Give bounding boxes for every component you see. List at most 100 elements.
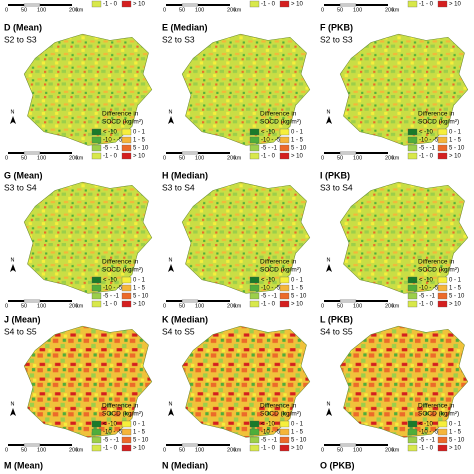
panel-subtitle: S2 to S3	[320, 34, 353, 44]
scale-tick: 200	[227, 7, 236, 13]
legend-swatch	[279, 444, 290, 452]
legend-label: -5 - -1	[261, 294, 278, 300]
legend-label: -10 - -5	[261, 138, 281, 144]
legend-label: 0 - 1	[133, 422, 146, 428]
north-arrow	[10, 408, 16, 416]
legend-swatch	[249, 284, 260, 292]
scale-bar	[40, 444, 72, 446]
legend-swatch	[407, 292, 418, 300]
north-arrow	[168, 264, 174, 272]
legend-swatch	[407, 152, 418, 160]
scale-bar	[324, 4, 340, 6]
legend-label: -5 - -1	[419, 438, 436, 444]
scale-tick: 0	[321, 7, 324, 13]
north-label: N	[327, 401, 331, 407]
legend-swatch	[249, 128, 260, 136]
scale-tick: 50	[337, 303, 343, 309]
scale-bar	[181, 299, 199, 303]
legend-swatch	[279, 300, 290, 308]
north-label: N	[169, 257, 173, 263]
scale-tick: 200	[385, 303, 394, 309]
legend-swatch	[279, 144, 290, 152]
legend-title: Difference in	[418, 111, 455, 118]
panel-label: E (Median)	[162, 22, 208, 32]
legend-title: Difference in	[260, 111, 297, 118]
scale-unit: km	[234, 7, 242, 13]
legend-swatch	[91, 300, 102, 308]
scale-bar	[198, 444, 230, 446]
legend-label: -1 - 0	[261, 446, 276, 452]
legend-swatch	[437, 428, 448, 436]
scale-tick: 200	[227, 155, 236, 161]
legend-swatch	[437, 292, 448, 300]
scale-bar	[181, 3, 199, 7]
scale-bar	[181, 151, 199, 155]
scale-tick: 100	[37, 447, 46, 453]
legend-swatch	[249, 144, 260, 152]
legend-swatch	[407, 0, 418, 8]
scale-unit: km	[76, 155, 84, 161]
legend-label: > 10	[133, 302, 146, 308]
legend-label: < -10	[261, 422, 276, 428]
north-arrow	[326, 264, 332, 272]
legend-swatch	[249, 276, 260, 284]
scale-bar	[198, 152, 230, 154]
scale-bar	[23, 443, 41, 447]
scale-tick: 100	[353, 155, 362, 161]
north-arrow	[168, 116, 174, 124]
legend-swatch	[121, 428, 132, 436]
scale-tick: 0	[321, 447, 324, 453]
panel-label: L (PKB)	[320, 314, 353, 324]
legend-swatch	[121, 292, 132, 300]
scale-tick: 0	[321, 155, 324, 161]
legend-label: > 10	[449, 2, 462, 8]
scale-unit: km	[76, 447, 84, 453]
legend-swatch	[437, 284, 448, 292]
legend-swatch	[121, 144, 132, 152]
scale-tick: 0	[5, 7, 8, 13]
legend-label: > 10	[449, 446, 462, 452]
legend-label: < -10	[103, 278, 118, 284]
legend-swatch	[91, 276, 102, 284]
panel-subtitle: S4 to S5	[320, 326, 353, 336]
scale-tick: 200	[69, 7, 78, 13]
panel-label: J (Mean)	[4, 314, 41, 324]
legend-swatch	[121, 0, 132, 8]
legend-label: -1 - 0	[103, 302, 118, 308]
panel-label: D (Mean)	[4, 22, 42, 32]
scale-bar	[339, 3, 357, 7]
legend-swatch	[249, 0, 260, 8]
legend-swatch	[279, 284, 290, 292]
scale-bar	[23, 151, 41, 155]
panel-label: I (PKB)	[320, 170, 350, 180]
legend-label: 5 - 10	[133, 438, 149, 444]
scale-tick: 50	[21, 303, 27, 309]
legend-title: SOCD (kg/m²)	[102, 267, 143, 274]
legend-swatch	[407, 128, 418, 136]
scale-bar	[40, 152, 72, 154]
legend-swatch	[91, 436, 102, 444]
legend-label: 1 - 5	[449, 138, 462, 144]
legend-title: Difference in	[102, 259, 139, 266]
legend-swatch	[407, 428, 418, 436]
scale-bar	[356, 300, 388, 302]
scale-tick: 50	[337, 7, 343, 13]
legend-swatch	[91, 152, 102, 160]
scale-bar	[324, 300, 340, 302]
legend-label: -10 - -5	[419, 286, 439, 292]
legend-swatch	[437, 420, 448, 428]
legend-title: SOCD (kg/m²)	[260, 411, 301, 418]
legend-label: -10 - -5	[261, 430, 281, 436]
legend-label: > 10	[449, 302, 462, 308]
scale-tick: 0	[5, 155, 8, 161]
legend-label: 1 - 5	[449, 286, 462, 292]
scale-unit: km	[234, 447, 242, 453]
scale-tick: 100	[353, 303, 362, 309]
scale-tick: 50	[179, 447, 185, 453]
legend-label: > 10	[291, 302, 304, 308]
legend-title: Difference in	[418, 259, 455, 266]
legend-swatch	[437, 136, 448, 144]
legend-label: > 10	[449, 154, 462, 160]
scale-tick: 100	[353, 447, 362, 453]
legend-label: -1 - 0	[419, 446, 434, 452]
